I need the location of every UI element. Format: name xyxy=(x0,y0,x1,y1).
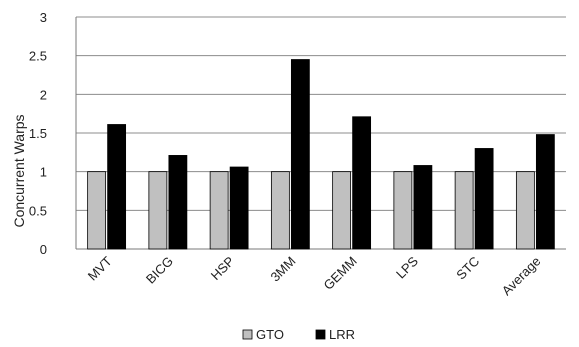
y-axis-ticks: 0 0.5 1 1.5 2 2.5 3 xyxy=(29,10,47,257)
bar-lrr-3mm xyxy=(290,59,310,250)
bar-gto-bicg xyxy=(148,171,168,250)
y-tick-label: 3 xyxy=(40,10,47,25)
y-tick-label: 2.5 xyxy=(29,49,47,64)
bar-gto-stc xyxy=(454,171,474,250)
y-tick-label: 1 xyxy=(40,165,47,180)
x-tick-label: Average xyxy=(499,254,544,299)
x-tick-label: BICG xyxy=(143,254,176,287)
bar-gto-average xyxy=(515,171,535,250)
bar-gto-lps xyxy=(393,171,413,250)
bar-lrr-average xyxy=(535,134,555,250)
legend-label-gto: GTO xyxy=(256,327,284,342)
bar-gto-hsp xyxy=(209,171,229,250)
x-tick-label: STC xyxy=(453,254,482,283)
legend: GTO LRR xyxy=(242,327,355,342)
x-tick-label: MVT xyxy=(85,253,115,283)
bar-gto-gemm xyxy=(332,171,352,250)
y-tick-label: 2 xyxy=(40,87,47,102)
x-tick-label: GEMM xyxy=(321,254,360,293)
bar-lrr-stc xyxy=(474,148,494,250)
bar-lrr-mvt xyxy=(107,124,127,250)
y-tick-label: 1.5 xyxy=(29,126,47,141)
y-tick-label: 0.5 xyxy=(29,203,47,218)
legend-swatch-gto xyxy=(242,329,253,340)
bars xyxy=(87,59,555,250)
bar-lrr-hsp xyxy=(229,166,249,250)
legend-swatch-lrr xyxy=(315,329,326,340)
bar-lrr-lps xyxy=(413,165,433,250)
x-tick-label: HSP xyxy=(208,254,238,284)
y-tick-label: 0 xyxy=(40,242,47,257)
y-axis-title: Concurrent Warps xyxy=(11,114,27,227)
legend-label-lrr: LRR xyxy=(329,327,355,342)
x-axis-ticks: MVT BICG HSP 3MM GEMM LPS STC Average xyxy=(85,253,544,298)
bar-lrr-gemm xyxy=(352,116,372,250)
x-tick-label: 3MM xyxy=(267,254,298,285)
bar-lrr-bicg xyxy=(168,155,188,250)
bar-gto-3mm xyxy=(270,171,290,250)
x-tick-label: LPS xyxy=(393,253,421,281)
bar-gto-mvt xyxy=(87,171,107,250)
